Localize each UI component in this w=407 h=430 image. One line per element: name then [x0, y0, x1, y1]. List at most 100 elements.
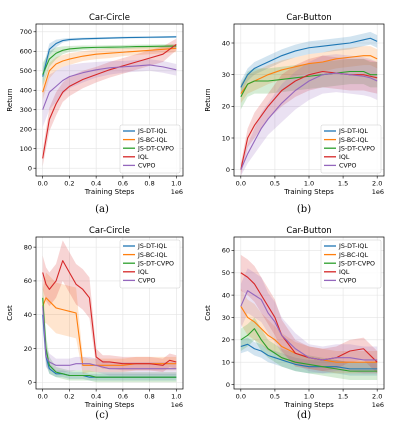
panel-caption: (d)	[297, 410, 311, 421]
y-tick-label: 700	[20, 28, 32, 36]
y-tick-label: 40	[222, 39, 230, 47]
legend-label-iql: IQL	[138, 269, 149, 276]
panel-4: 0.0 0.5 1.0 1.5 2.0 0 10 20 30 40 50 60 Car-Button Tr…	[204, 226, 385, 421]
series-band-js-dt-iql	[240, 337, 378, 376]
x-axis-label: Training Steps	[283, 188, 334, 196]
plot-frame	[35, 23, 184, 177]
y-tick-label: 0	[226, 381, 230, 389]
series-line-js-bc-iql	[240, 306, 378, 363]
legend-label-cvpo: CVPO	[138, 163, 156, 170]
legend-label-cvpo: CVPO	[339, 163, 357, 170]
series-band-js-dt-cvpo	[240, 58, 378, 110]
x-axis-multiplier: 1e6	[171, 401, 183, 409]
x-axis-label: Training Steps	[84, 401, 135, 409]
series-line-cvpo	[240, 290, 378, 361]
x-tick-label: 2.0	[372, 393, 382, 401]
y-tick-label: 300	[20, 106, 32, 114]
series-band-js-dt-cvpo	[240, 317, 378, 381]
y-tick-label: 500	[20, 67, 32, 75]
x-tick-label: 0.6	[118, 393, 128, 401]
x-tick-label: 1.0	[171, 393, 181, 401]
chart-title: Car-Circle	[89, 226, 130, 236]
legend-label-js-dt-cvpo: JS-DT-CVPO	[137, 260, 174, 267]
series-line-cvpo	[240, 72, 378, 170]
x-tick-label: 0.0	[38, 393, 48, 401]
x-tick-label: 0.4	[91, 393, 101, 401]
legend-label-js-dt-cvpo: JS-DT-CVPO	[338, 145, 375, 152]
y-tick-label: 40	[24, 311, 32, 319]
x-tick-label: 0.0	[236, 393, 246, 401]
y-tick-label: 400	[20, 87, 32, 95]
x-tick-label: 1.5	[338, 180, 348, 188]
series-band-js-bc-iql	[240, 288, 378, 374]
series-line-js-dt-cvpo	[42, 45, 177, 75]
x-axis-label: Training Steps	[84, 188, 135, 196]
legend-label-iql: IQL	[138, 154, 149, 161]
legend-box	[320, 239, 382, 289]
panel-2: 0.0 0.5 1.0 1.5 2.0 0 10 20 30 40 Car-Button Traini…	[204, 13, 385, 215]
legend-label-js-dt-cvpo: JS-DT-CVPO	[338, 260, 375, 267]
x-tick-label: 0.5	[270, 393, 280, 401]
y-tick-label: 20	[24, 345, 32, 353]
legend-label-js-dt-cvpo: JS-DT-CVPO	[137, 145, 174, 152]
series-band-iql	[240, 254, 378, 374]
series-line-js-dt-cvpo	[240, 70, 378, 98]
y-axis-label: Return	[204, 88, 212, 111]
y-tick-label: 40	[222, 291, 230, 299]
legend-box	[119, 239, 181, 289]
y-tick-label: 200	[20, 126, 32, 134]
series-band-cvpo	[42, 289, 177, 376]
panel-caption: (a)	[95, 204, 109, 215]
series-band-iql	[240, 55, 378, 176]
y-tick-label: 20	[222, 103, 230, 111]
series-band-iql	[42, 38, 177, 167]
legend-label-js-dt-iql: JS-DT-IQL	[338, 128, 368, 135]
series-line-cvpo	[42, 306, 177, 370]
legend-label-js-bc-iql: JS-BC-IQL	[338, 137, 369, 144]
series-band-cvpo	[42, 59, 177, 128]
series-band-js-dt-iql	[42, 35, 177, 85]
y-tick-label: 10	[222, 134, 230, 142]
y-tick-label: 60	[222, 247, 230, 255]
x-tick-label: 0.8	[144, 393, 154, 401]
x-tick-label: 0.8	[144, 180, 154, 188]
chart-title: Car-Circle	[89, 13, 130, 23]
series-band-iql	[42, 240, 177, 373]
series-band-cvpo	[240, 54, 378, 176]
series-line-js-bc-iql	[42, 47, 177, 93]
series-line-js-dt-iql	[240, 37, 378, 88]
series-band-js-bc-iql	[240, 46, 378, 104]
chart-title: Car-Button	[286, 13, 331, 23]
series-line-iql	[240, 272, 378, 363]
x-tick-label: 0.0	[236, 180, 246, 188]
legend-label-iql: IQL	[339, 154, 350, 161]
series-band-js-dt-iql	[240, 31, 378, 94]
y-tick-label: 30	[222, 71, 230, 79]
y-axis-label: Return	[6, 88, 14, 111]
x-tick-label: 2.0	[372, 180, 382, 188]
panel-1: 0.0 0.2 0.4 0.6 0.8 1.0 0 100 200 300 400 500 600 700…	[6, 13, 184, 215]
y-tick-label: 100	[20, 145, 32, 153]
x-tick-label: 0.2	[64, 393, 74, 401]
x-tick-label: 0.6	[118, 180, 128, 188]
legend-box	[119, 124, 181, 174]
series-band-cvpo	[240, 268, 378, 374]
x-tick-label: 0.2	[64, 180, 74, 188]
x-tick-label: 1.0	[304, 180, 314, 188]
series-band-js-bc-iql	[42, 272, 177, 374]
x-tick-label: 0.0	[38, 180, 48, 188]
y-tick-label: 30	[222, 314, 230, 322]
y-tick-label: 10	[222, 358, 230, 366]
legend-label-js-dt-iql: JS-DT-IQL	[137, 243, 167, 250]
series-line-iql	[240, 70, 378, 170]
series-line-iql	[42, 260, 177, 366]
y-axis-label: Cost	[6, 305, 14, 321]
series-line-cvpo	[42, 64, 177, 110]
legend-label-cvpo: CVPO	[339, 278, 357, 285]
x-axis-label: Training Steps	[283, 401, 334, 409]
y-axis-label: Cost	[204, 305, 212, 321]
